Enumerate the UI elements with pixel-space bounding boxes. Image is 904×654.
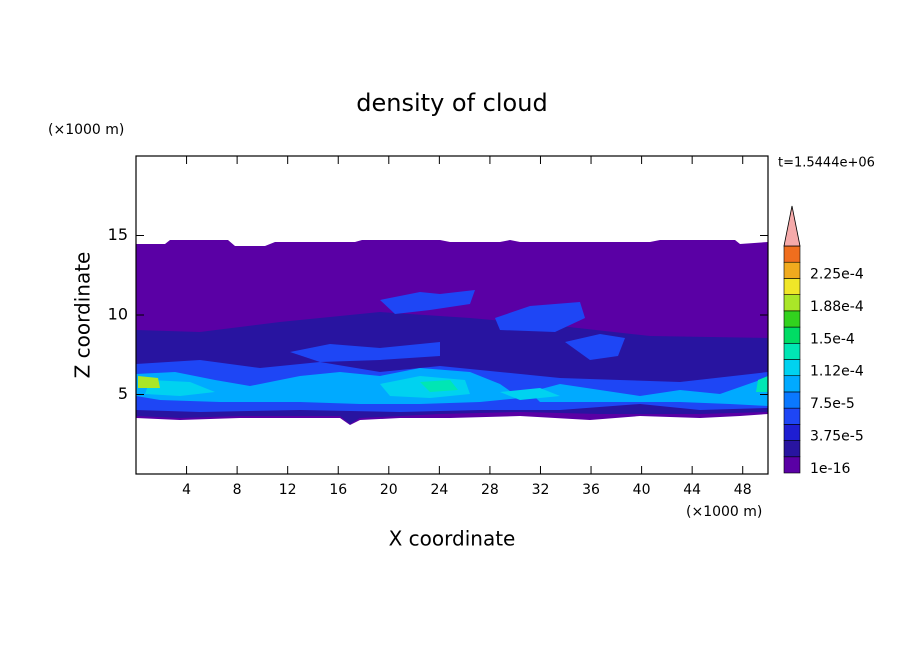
cloud-region bbox=[420, 380, 458, 392]
colorbar-box bbox=[783, 391, 801, 409]
colorbar-box bbox=[783, 359, 801, 377]
colorbar-label: 1.88e-4 bbox=[810, 299, 864, 315]
y-tick-label: 5 bbox=[118, 384, 128, 403]
colorbar-label: 3.75e-5 bbox=[810, 429, 864, 445]
x-tick-label: 20 bbox=[380, 482, 398, 498]
cloud-region bbox=[500, 388, 560, 400]
colorbar-label: 2.25e-4 bbox=[810, 266, 864, 282]
time-label: t=1.5444e+06 bbox=[778, 156, 875, 171]
colorbar-box bbox=[783, 375, 801, 393]
colorbar-label: 7.5e-5 bbox=[810, 396, 855, 412]
x-tick-label: 28 bbox=[481, 482, 499, 498]
colorbar-box bbox=[783, 440, 801, 458]
colorbar-label: 1e-16 bbox=[810, 461, 850, 477]
cloud-region bbox=[138, 376, 160, 388]
x-tick-label: 32 bbox=[532, 482, 550, 498]
x-tick-label: 16 bbox=[329, 482, 347, 498]
cloud-region bbox=[756, 376, 768, 392]
colorbar-extend bbox=[783, 205, 801, 247]
colorbar-box bbox=[783, 342, 801, 360]
y-axis-label: Z coordinate bbox=[71, 252, 95, 379]
y-tick-label: 10 bbox=[108, 305, 128, 324]
x-tick-label: 8 bbox=[233, 482, 242, 498]
colorbar-box bbox=[783, 424, 801, 441]
y-tick-label: 15 bbox=[108, 225, 128, 244]
y-unit: (×1000 m) bbox=[48, 122, 124, 138]
colorbar-label: 1.5e-4 bbox=[810, 331, 855, 347]
x-tick-label: 44 bbox=[683, 482, 701, 498]
cloud-region bbox=[530, 376, 768, 406]
chart-title: density of cloud bbox=[356, 89, 547, 117]
colorbar-box bbox=[783, 407, 801, 425]
contour-field bbox=[136, 240, 768, 425]
cloud-region bbox=[290, 342, 440, 362]
colorbar-box bbox=[783, 326, 801, 344]
cloud-region bbox=[380, 290, 475, 314]
colorbar-box bbox=[783, 245, 801, 263]
colorbar-box bbox=[783, 456, 801, 474]
colorbar-label: 1.12e-4 bbox=[810, 364, 864, 380]
x-unit: (×1000 m) bbox=[686, 504, 762, 520]
colorbar-box bbox=[783, 278, 801, 295]
x-tick-label: 36 bbox=[582, 482, 600, 498]
colorbar-box bbox=[783, 310, 801, 328]
x-tick-label: 4 bbox=[182, 482, 191, 498]
colorbar-box bbox=[783, 261, 801, 279]
x-tick-label: 48 bbox=[734, 482, 752, 498]
x-tick-label: 24 bbox=[430, 482, 448, 498]
x-tick-label: 12 bbox=[279, 482, 297, 498]
cloud-region bbox=[495, 302, 585, 332]
x-tick-label: 40 bbox=[633, 482, 651, 498]
colorbar-box bbox=[783, 294, 801, 312]
x-axis-label: X coordinate bbox=[389, 527, 516, 551]
cloud-region bbox=[565, 334, 625, 360]
cloud-region bbox=[145, 380, 215, 396]
